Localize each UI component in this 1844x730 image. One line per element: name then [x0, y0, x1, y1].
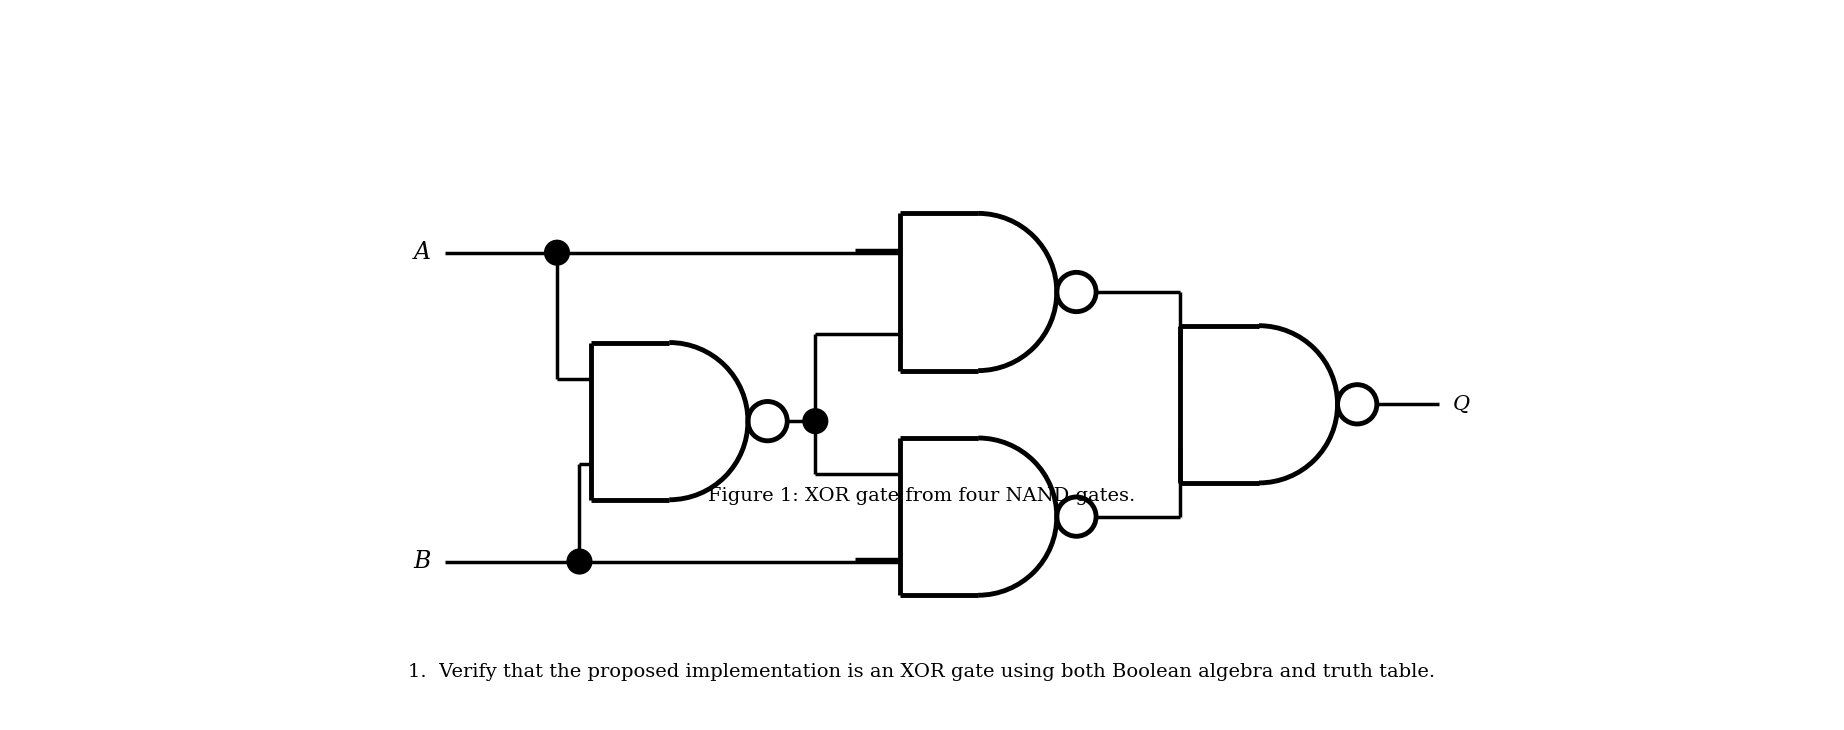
Circle shape	[802, 409, 828, 434]
Circle shape	[544, 240, 570, 265]
Text: 1.  Verify that the proposed implementation is an XOR gate using both Boolean al: 1. Verify that the proposed implementati…	[408, 663, 1436, 680]
Text: A: A	[413, 241, 431, 264]
Text: Figure 1: XOR gate from four NAND gates.: Figure 1: XOR gate from four NAND gates.	[708, 488, 1136, 505]
Text: Q: Q	[1453, 395, 1470, 414]
Text: B: B	[413, 550, 431, 573]
Circle shape	[568, 549, 592, 574]
